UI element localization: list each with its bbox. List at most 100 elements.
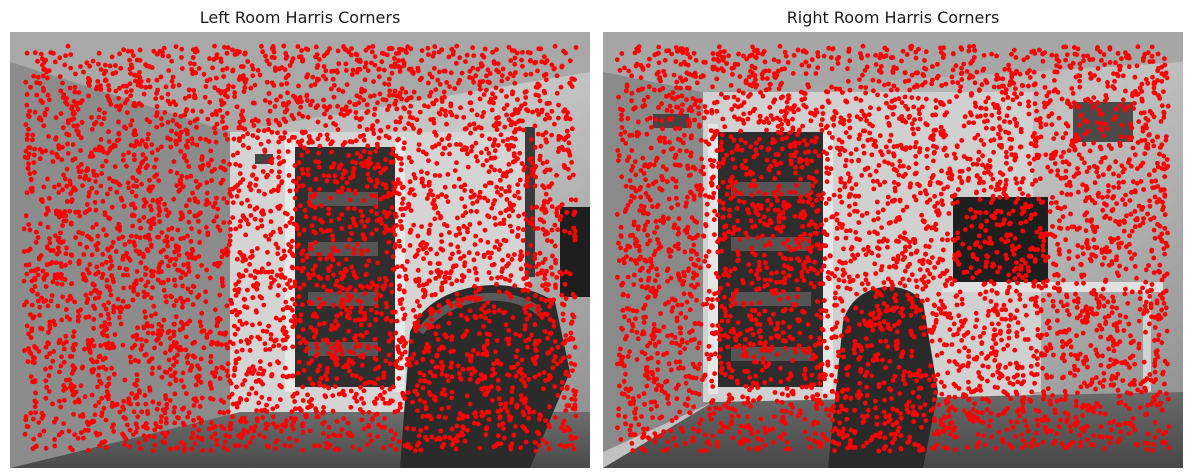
corner-marker <box>973 104 978 109</box>
corner-marker <box>424 281 430 287</box>
corner-marker <box>369 280 375 286</box>
corner-marker <box>509 112 515 118</box>
corner-marker <box>999 307 1005 313</box>
corner-marker <box>423 321 429 327</box>
corner-marker <box>557 269 563 275</box>
corner-marker <box>813 149 818 154</box>
corner-marker <box>296 160 302 165</box>
corner-marker <box>508 122 514 128</box>
corner-marker <box>336 61 342 67</box>
corner-marker <box>167 398 173 403</box>
corner-marker <box>346 237 352 243</box>
corner-marker <box>307 376 312 382</box>
corner-marker <box>67 293 73 299</box>
corner-marker <box>38 253 44 258</box>
corner-marker <box>141 254 147 260</box>
corner-marker <box>112 332 118 338</box>
corner-marker <box>293 207 298 212</box>
corner-marker <box>32 50 38 56</box>
corner-marker <box>461 236 467 242</box>
corner-marker <box>319 203 324 209</box>
corner-marker <box>23 122 29 127</box>
corner-marker <box>569 84 575 89</box>
corner-marker <box>522 323 528 328</box>
corner-marker <box>156 205 162 211</box>
corner-marker <box>458 105 463 111</box>
corner-marker <box>450 442 455 447</box>
corner-marker <box>245 221 251 227</box>
right-panel-title: Right Room Harris Corners <box>786 8 1000 27</box>
corner-marker <box>393 431 398 437</box>
corner-marker <box>155 87 161 93</box>
corner-marker <box>515 189 521 195</box>
corner-marker <box>183 108 189 114</box>
corner-marker <box>471 420 477 426</box>
corner-marker <box>555 149 561 154</box>
corner-marker <box>394 181 400 187</box>
corner-marker <box>30 379 35 385</box>
corner-marker <box>430 100 435 106</box>
corner-marker <box>429 359 435 364</box>
corner-marker <box>334 376 340 382</box>
corner-marker <box>358 305 364 311</box>
corner-marker <box>132 243 138 248</box>
corner-marker <box>1074 305 1080 310</box>
corner-marker <box>82 427 88 433</box>
corner-marker <box>233 308 238 313</box>
corner-marker <box>324 51 330 56</box>
corner-marker <box>391 267 397 272</box>
corner-marker <box>466 268 472 274</box>
corner-marker <box>255 135 260 141</box>
corner-marker <box>435 77 441 83</box>
corner-marker <box>568 197 574 203</box>
corner-marker <box>616 406 622 412</box>
corner-marker <box>416 247 421 253</box>
corner-marker <box>537 443 542 448</box>
corner-marker <box>533 293 538 298</box>
corner-marker <box>572 402 578 408</box>
corner-marker <box>195 218 201 224</box>
corner-marker <box>210 396 216 402</box>
corner-marker <box>127 427 133 433</box>
corner-marker <box>543 191 549 197</box>
corner-marker <box>371 112 377 118</box>
corner-marker <box>127 257 133 263</box>
corner-marker <box>799 274 805 279</box>
corner-marker <box>517 177 523 183</box>
corner-marker <box>369 231 375 237</box>
corner-marker <box>1081 358 1086 364</box>
corner-marker <box>346 153 351 158</box>
corner-marker <box>218 98 224 103</box>
corner-marker <box>227 378 233 384</box>
corner-marker <box>917 368 922 373</box>
corner-marker <box>545 287 550 293</box>
corner-marker <box>537 98 543 104</box>
corner-marker <box>234 312 240 318</box>
corner-marker <box>504 94 509 99</box>
corner-marker <box>97 443 102 449</box>
corner-marker <box>273 446 278 451</box>
corner-marker <box>155 234 160 240</box>
corner-marker <box>159 374 165 380</box>
corner-marker <box>240 258 246 264</box>
corner-marker <box>267 100 273 105</box>
corner-marker <box>130 175 136 181</box>
corner-marker <box>975 132 981 138</box>
corner-marker <box>76 90 82 95</box>
corner-marker <box>108 292 114 298</box>
corner-marker <box>91 343 97 349</box>
corner-marker <box>248 334 254 340</box>
corner-marker <box>326 385 332 391</box>
corner-marker <box>114 138 120 143</box>
corner-marker <box>217 292 223 298</box>
corner-marker <box>412 325 418 331</box>
corner-marker <box>554 73 560 79</box>
corner-marker <box>536 112 541 117</box>
corner-marker <box>273 68 278 73</box>
corner-marker <box>815 53 821 59</box>
corner-marker <box>506 213 512 219</box>
corner-marker <box>141 215 147 220</box>
corner-marker <box>353 115 359 121</box>
corner-marker <box>559 202 565 207</box>
corner-marker <box>553 257 558 263</box>
